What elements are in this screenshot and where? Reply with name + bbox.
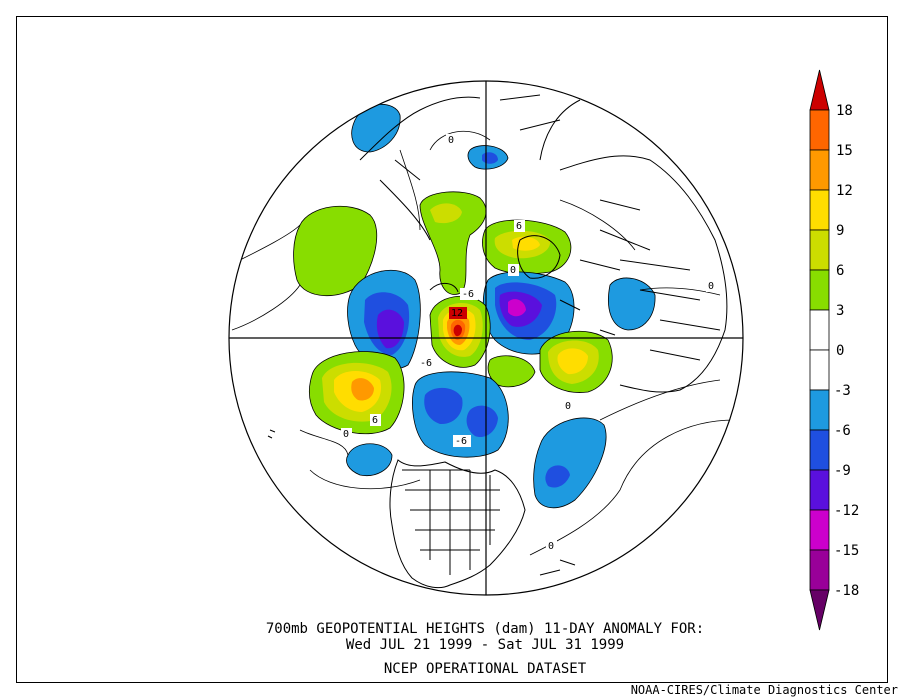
colorbar-segment	[809, 549, 830, 591]
colorbar-tick-label: -3	[834, 383, 851, 399]
contour-label-bg	[341, 428, 352, 440]
colorbar-tick-label: 18	[836, 103, 853, 119]
contour-label: 0	[708, 281, 714, 292]
contour-label: -6	[462, 289, 474, 300]
colorbar-segment	[809, 189, 830, 231]
contour-label-bg	[460, 288, 478, 300]
contour-label-bg	[546, 540, 557, 552]
colorbar-segment	[809, 469, 830, 511]
negative-core	[508, 299, 526, 317]
contour-labels: 12 -6 -6 -6 6 6 0 0 0 0 0 0	[341, 134, 717, 552]
chart-title-line1: 700mb GEOPOTENTIAL HEIGHTS (dam) 11-DAY …	[265, 621, 705, 637]
negative-core	[376, 309, 404, 349]
contour-label-bg	[449, 307, 467, 319]
colorbar-segment	[809, 509, 830, 551]
colorbar-segment	[809, 269, 830, 311]
chart-title-line2: Wed JUL 21 1999 - Sat JUL 31 1999	[345, 637, 625, 653]
contour-label-bg	[706, 280, 717, 292]
contour-label: -6	[420, 358, 432, 369]
colorbar-tick-label: 3	[836, 303, 844, 319]
contour-label: -6	[455, 436, 467, 447]
colorbar-tick-label: -15	[834, 543, 859, 559]
colorbar-arrow-top	[809, 69, 830, 111]
zero-contours	[231, 131, 736, 556]
colorbar-tick-label: 9	[836, 223, 844, 239]
colorbar-tick-label: 6	[836, 263, 844, 279]
contour-label: 0	[448, 135, 454, 146]
positive-core	[453, 324, 462, 337]
negative-region	[346, 443, 393, 477]
positive-core	[430, 203, 462, 224]
colorbar-segment	[809, 389, 830, 431]
contour-label-bg	[418, 357, 436, 369]
colorbar-tick-label: 0	[836, 343, 844, 359]
colorbar-segment	[809, 309, 830, 351]
positive-core	[351, 378, 374, 401]
colorbar-segment	[809, 149, 830, 191]
colorbar-tick-label: -9	[834, 463, 851, 479]
colorbar-tick-label: -18	[834, 583, 859, 599]
colorbar-arrow-bottom	[809, 589, 830, 631]
colorbar-tick-label: -12	[834, 503, 859, 519]
contour-label-bg	[370, 414, 381, 426]
contour-label: 6	[372, 415, 378, 426]
coastlines	[267, 94, 728, 589]
contour-label: 6	[516, 221, 522, 232]
colorbar-segment	[809, 229, 830, 271]
colorbar-segment	[809, 429, 830, 471]
contour-label-bg	[514, 220, 525, 232]
contour-label: 0	[510, 265, 516, 276]
colorbar: 18 15 12 9 6 3 0 -3 -6 -9 -12 -15 -18	[809, 69, 859, 631]
contour-label: 0	[548, 541, 554, 552]
contour-label-bg	[446, 134, 457, 146]
positive-region	[487, 355, 536, 388]
colorbar-segment	[809, 349, 830, 391]
contour-label-bg	[563, 400, 574, 412]
colorbar-tick-label: 15	[836, 143, 853, 159]
contour-label-bg	[508, 264, 519, 276]
contour-label-bg	[453, 435, 471, 447]
contour-label: 0	[565, 401, 571, 412]
credit-text: NOAA-CIRES/Climate Diagnostics Center	[630, 683, 898, 697]
negative-core	[424, 387, 463, 425]
map-outline	[228, 80, 744, 596]
colorbar-tick-label: -6	[834, 423, 851, 439]
negative-core	[466, 405, 498, 438]
contour-label: 12	[451, 308, 463, 319]
negative-core	[545, 465, 570, 488]
chart-title-line3: NCEP OPERATIONAL DATASET	[383, 661, 587, 677]
positive-core	[512, 236, 540, 251]
positive-core	[557, 348, 588, 375]
colorbar-tick-label: 12	[836, 183, 853, 199]
contour-label: 0	[343, 429, 349, 440]
colorbar-segment	[809, 109, 830, 151]
